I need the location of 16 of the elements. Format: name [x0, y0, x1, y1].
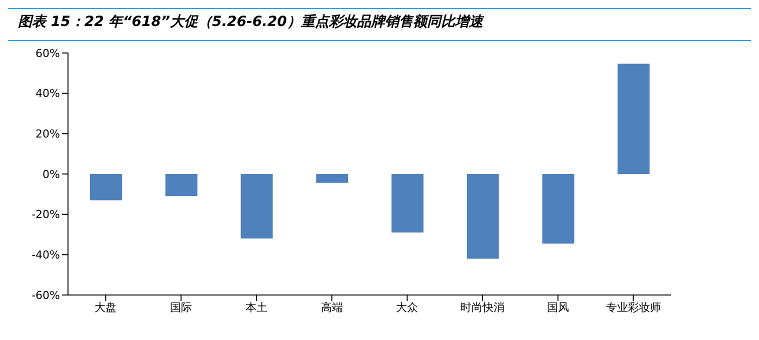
y-tick-label: -20%	[32, 208, 60, 222]
x-tick-label: 国际	[170, 300, 192, 314]
y-tick-label: 40%	[36, 87, 60, 100]
y-tick-label: 20%	[36, 128, 60, 141]
chart-title: 图表 15：22 年“618”大促（5.26-6.20）重点彩妆品牌销售额同比增速	[18, 14, 483, 30]
y-tick-label: -60%	[32, 288, 60, 302]
y-tick-label: 0%	[42, 168, 60, 181]
x-tick-label: 大盘	[94, 300, 117, 314]
x-tick-label: 高端	[320, 300, 343, 314]
y-tick-label: -40%	[32, 248, 60, 262]
y-tick-label: 60%	[36, 46, 60, 60]
x-tick-label: 专业彩妆师	[606, 300, 661, 314]
x-tick-label: 国风	[546, 300, 569, 314]
x-tick-label: 大众	[396, 300, 418, 314]
x-tick-label: 时尚快消	[460, 300, 505, 314]
x-tick-label: 本土	[245, 300, 268, 314]
